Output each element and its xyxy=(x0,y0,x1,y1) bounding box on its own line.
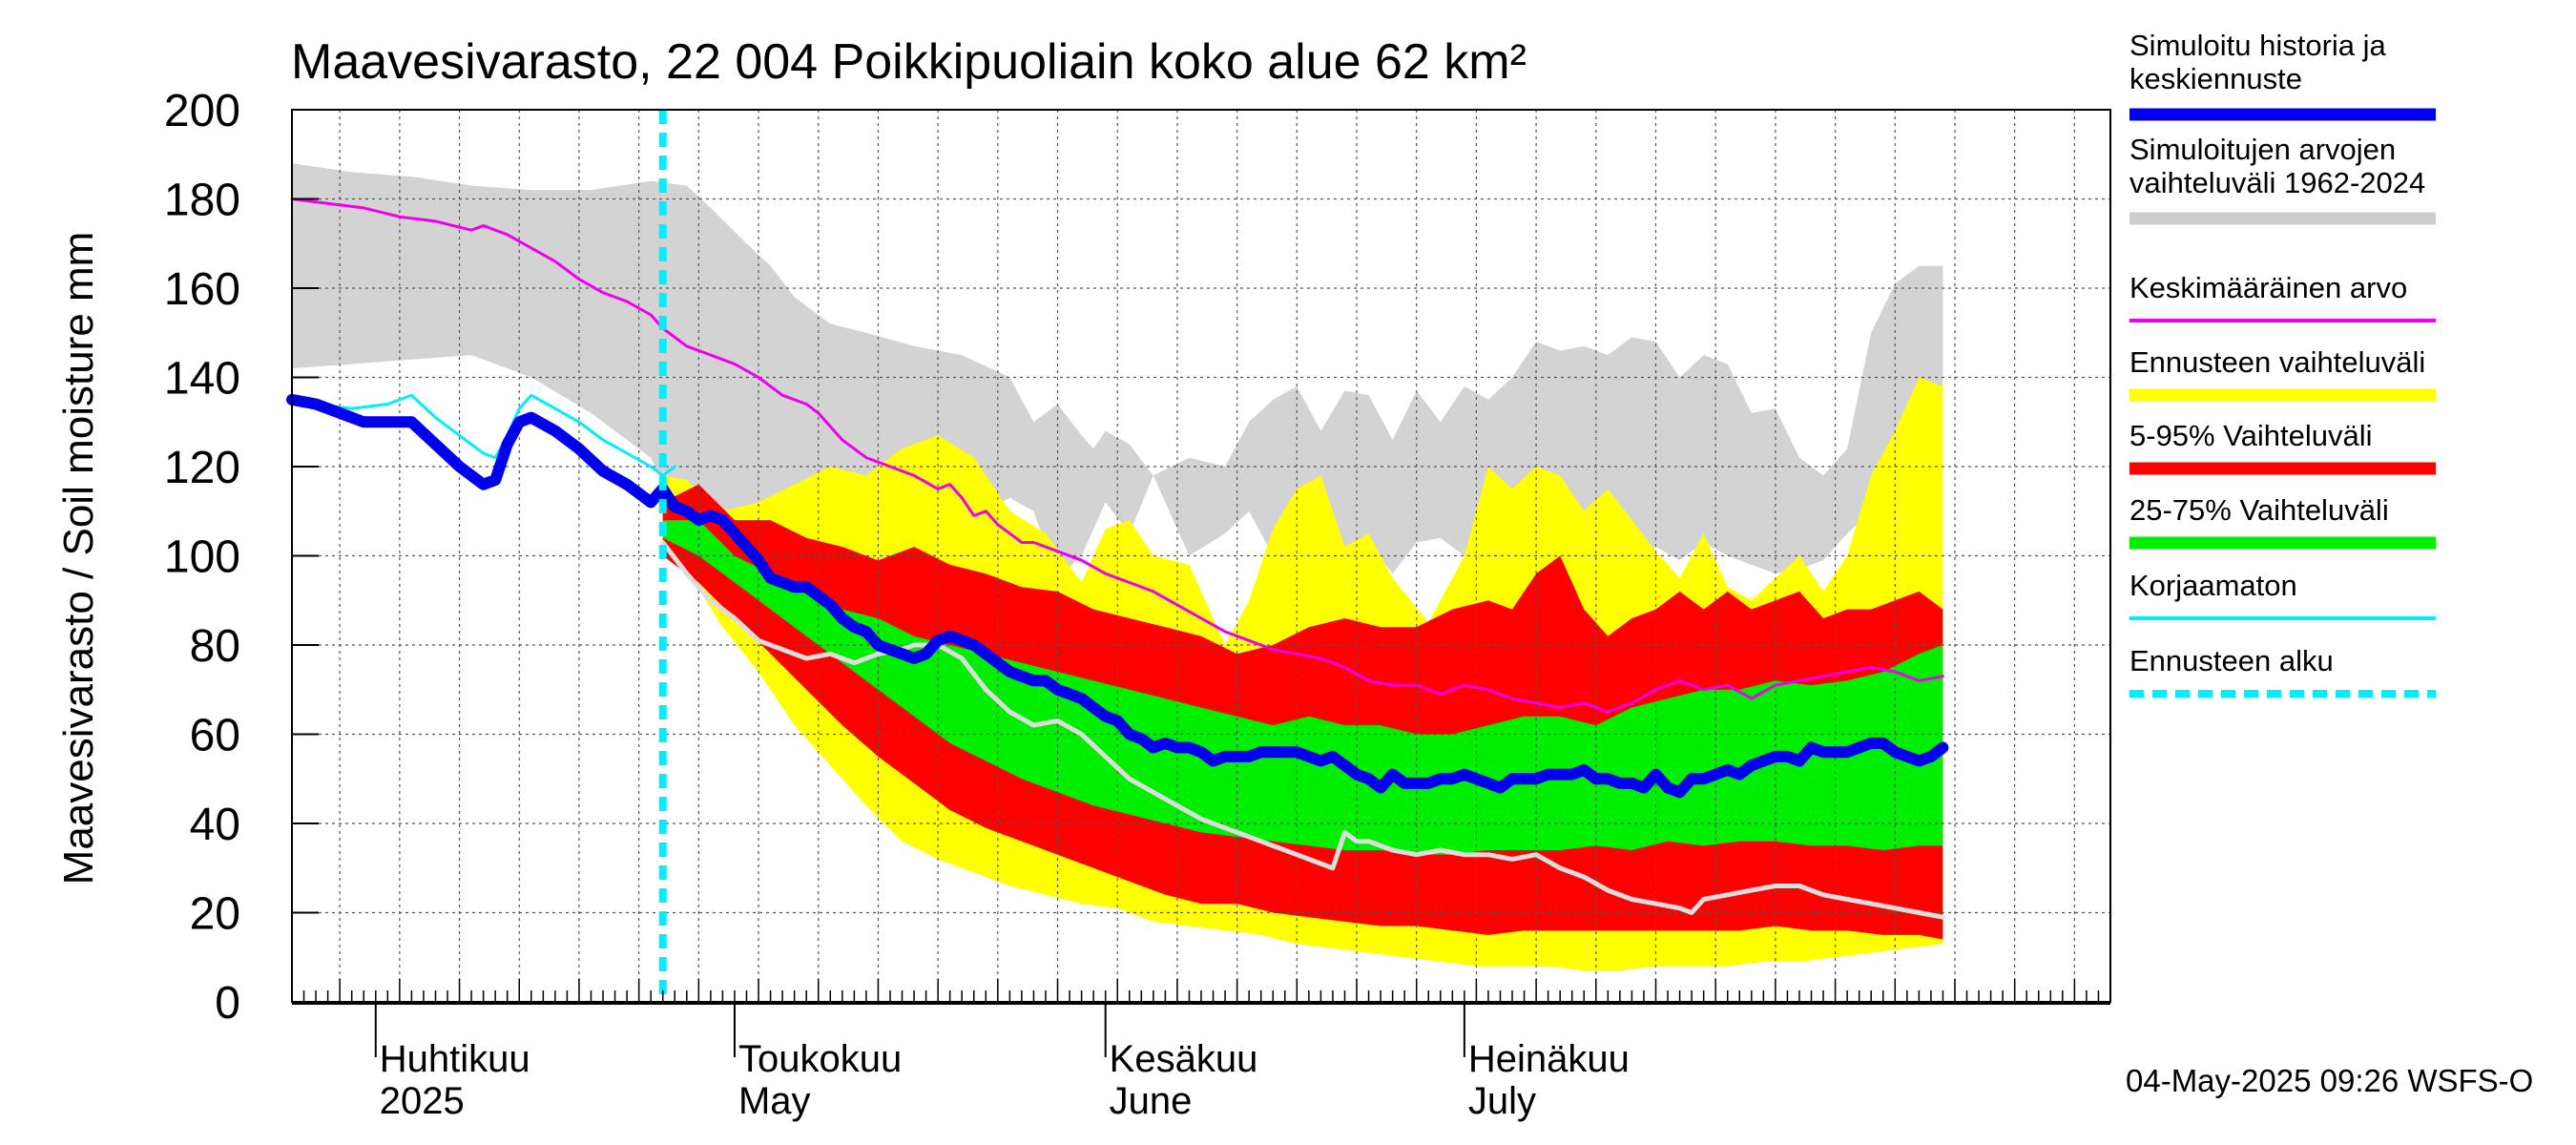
month-label-secondary: July xyxy=(1468,1080,1536,1122)
y-tick-label: 120 xyxy=(164,443,240,493)
y-tick-label: 160 xyxy=(164,264,240,315)
y-tick-label: 20 xyxy=(190,889,240,940)
legend-label: Simuloitujen arvojen xyxy=(2129,133,2396,166)
hist-range-band xyxy=(292,163,1943,681)
y-tick-label: 100 xyxy=(164,532,240,583)
month-label: Kesäkuu xyxy=(1110,1038,1258,1080)
month-label: Toukokuu xyxy=(738,1038,902,1080)
legend-label: 25-75% Vaihteluväli xyxy=(2129,493,2389,527)
mean-line xyxy=(290,198,1944,714)
legend-label-secondary: keskiennuste xyxy=(2129,62,2302,95)
y-tick-label: 180 xyxy=(164,176,240,226)
y-tick-label: 200 xyxy=(164,86,240,136)
footer-timestamp: 04-May-2025 09:26 WSFS-O xyxy=(2126,1063,2533,1098)
legend-label: 5-95% Vaihteluväli xyxy=(2129,419,2372,452)
chart-title: Maavesivarasto, 22 004 Poikkipuoliain ko… xyxy=(291,34,1527,90)
month-label: Heinäkuu xyxy=(1468,1038,1630,1080)
month-label-secondary: 2025 xyxy=(380,1080,465,1122)
legend-label: Simuloitu historia ja xyxy=(2129,29,2387,62)
plot-area xyxy=(286,110,2110,1002)
y-tick-label: 40 xyxy=(190,800,240,850)
month-label-secondary: May xyxy=(738,1080,811,1122)
y-tick-label: 80 xyxy=(190,621,240,672)
y-axis-label: Maavesivarasto / Soil moisture mm xyxy=(55,232,102,885)
legend-label: Ennusteen vaihteluväli xyxy=(2129,345,2425,379)
simulated-line xyxy=(286,393,1949,799)
legend-label-secondary: vaihteluväli 1962-2024 xyxy=(2129,166,2425,199)
y-tick-label: 140 xyxy=(164,354,240,405)
y-tick-label: 60 xyxy=(190,711,240,761)
legend-label: Ennusteen alku xyxy=(2129,644,2334,677)
month-label: Huhtikuu xyxy=(380,1038,530,1080)
legend-label: Korjaamaton xyxy=(2129,569,2297,602)
p25-75-band xyxy=(662,520,1943,855)
y-tick-label: 0 xyxy=(215,978,240,1029)
month-label-secondary: June xyxy=(1110,1080,1193,1122)
legend-label: Keskimääräinen arvo xyxy=(2129,271,2407,304)
